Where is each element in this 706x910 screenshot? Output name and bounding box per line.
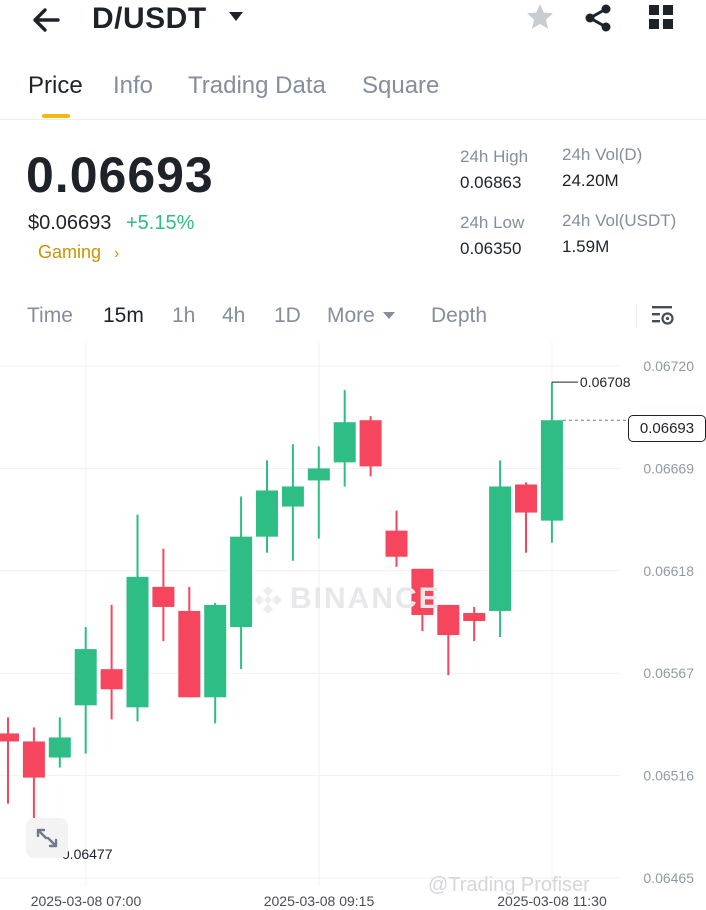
stat-24h-vol-quote-label: 24h Vol(USDT) — [562, 211, 677, 230]
candle-body — [359, 420, 382, 467]
interval-time[interactable]: Time — [27, 304, 73, 327]
candle-body — [489, 486, 512, 611]
candlestick-chart[interactable]: 0.06720 0.06669 0.06618 0.06567 0.06516 0.064… — [0, 342, 706, 910]
price-change-percent: +5.15% — [126, 212, 195, 234]
last-price: 0.06693 — [26, 147, 214, 203]
stat-24h-low-value: 0.06350 — [460, 239, 522, 258]
candle-body — [204, 604, 227, 698]
candle-body — [100, 669, 123, 690]
active-tab-indicator — [42, 114, 70, 118]
candle-body — [333, 422, 356, 463]
top-bar: D/USDT — [0, 0, 706, 40]
candle-body — [463, 612, 486, 621]
header-divider — [0, 119, 706, 120]
trading-pair-title[interactable]: D/USDT — [92, 2, 207, 35]
candle-body — [411, 568, 434, 615]
candle-body — [307, 468, 330, 481]
share-icon[interactable] — [582, 2, 614, 34]
candle-body — [74, 649, 97, 706]
y-tick-label: 0.06567 — [643, 665, 694, 681]
y-tick-label: 0.06516 — [643, 768, 694, 784]
y-tick-label: 0.06669 — [643, 460, 694, 476]
candle-body — [281, 486, 304, 507]
low-annotation-label: 0.06477 — [62, 846, 113, 862]
interval-1h[interactable]: 1h — [172, 304, 196, 327]
tab-square[interactable]: Square — [362, 72, 440, 99]
candle-body — [437, 604, 460, 636]
candle-body — [178, 610, 201, 698]
stat-24h-vol-quote-value: 1.59M — [562, 237, 610, 256]
chart-settings-icon[interactable] — [650, 302, 676, 328]
candle-body — [0, 733, 19, 742]
watermark: BINANCE — [290, 582, 441, 615]
interval-4h[interactable]: 4h — [222, 304, 246, 327]
candle-body — [540, 420, 563, 521]
x-tick-label: 2025-03-08 07:00 — [31, 893, 142, 909]
y-tick-label: 0.06618 — [643, 563, 694, 579]
candle-body — [152, 586, 175, 607]
current-price-tag: 0.06693 — [628, 415, 706, 442]
x-tick-label: 2025-03-08 11:30 — [497, 893, 607, 909]
candle-body — [230, 536, 253, 628]
expand-icon[interactable] — [26, 818, 68, 858]
interval-15m[interactable]: 15m — [103, 304, 144, 327]
candle-body — [256, 490, 278, 537]
grid-icon[interactable] — [646, 2, 676, 32]
x-tick-label: 2025-03-08 09:15 — [264, 893, 375, 909]
chart-canvas[interactable]: 0.06720 0.06669 0.06618 0.06567 0.06516 0.064… — [0, 342, 706, 910]
y-tick-label: 0.06720 — [643, 358, 694, 374]
binance-logo-icon — [254, 586, 282, 614]
caret-down-icon[interactable] — [382, 308, 396, 322]
category-tag[interactable]: Gaming — [38, 242, 102, 262]
tab-trading-data[interactable]: Trading Data — [188, 72, 326, 99]
candle-body — [22, 741, 45, 778]
back-arrow-icon[interactable] — [28, 2, 64, 38]
stat-24h-vol-base-value: 24.20M — [562, 171, 619, 190]
high-annotation-label: 0.06708 — [580, 374, 631, 390]
interval-selector: Time 15m 1h 4h 1D More Depth — [0, 296, 706, 340]
stat-24h-vol-base-label: 24h Vol(D) — [562, 145, 643, 164]
chevron-right-icon[interactable]: › — [114, 245, 120, 262]
stat-24h-low-label: 24h Low — [460, 213, 525, 232]
usd-price: $0.06693 — [28, 212, 112, 234]
stat-24h-high-label: 24h High — [460, 147, 529, 166]
y-tick-label: 0.06465 — [643, 870, 694, 886]
section-tabs: Price Info Trading Data Square — [0, 68, 706, 118]
candle-body — [48, 737, 71, 758]
candle-body — [385, 530, 408, 557]
interval-more[interactable]: More — [327, 304, 375, 327]
tab-info[interactable]: Info — [113, 72, 154, 99]
tab-price[interactable]: Price — [28, 72, 83, 99]
candle-body — [515, 484, 537, 513]
creator-credit: @Trading Profiser — [428, 874, 590, 896]
candle-body — [126, 576, 149, 708]
toolbar-divider — [636, 304, 637, 328]
stat-24h-high-value: 0.06863 — [460, 173, 522, 192]
caret-down-icon[interactable] — [226, 6, 246, 26]
interval-depth[interactable]: Depth — [431, 304, 488, 327]
interval-1d[interactable]: 1D — [274, 304, 301, 327]
star-icon[interactable] — [524, 0, 556, 34]
